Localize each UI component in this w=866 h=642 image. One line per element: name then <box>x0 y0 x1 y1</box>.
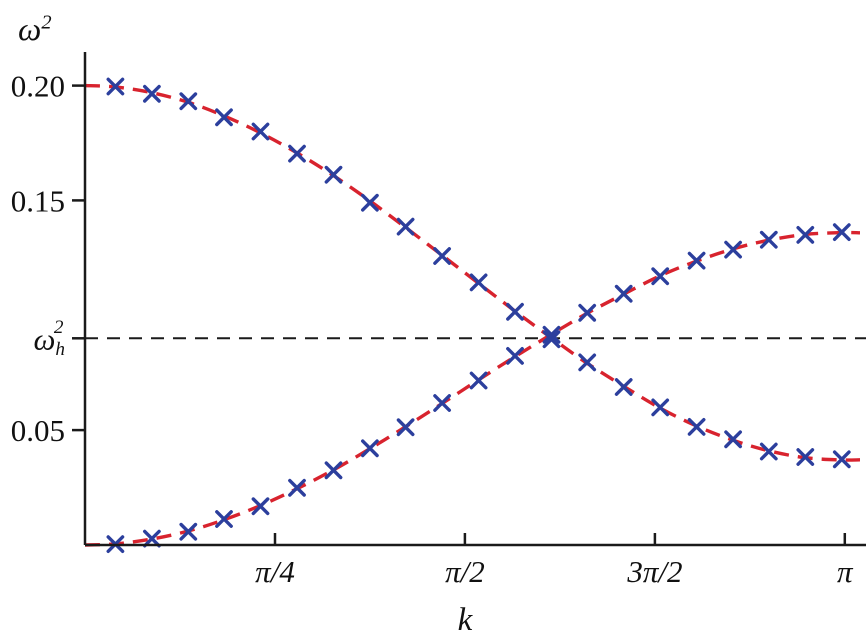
lower-branch-data-marker <box>796 226 815 244</box>
lower-branch-data-marker <box>396 418 415 437</box>
upper-branch-data-marker <box>724 430 742 449</box>
upper-branch-data-marker <box>179 92 198 111</box>
lower-branch-data-marker <box>251 497 270 516</box>
x-tick-label: π <box>837 554 854 589</box>
upper-branch-data-marker <box>361 193 379 212</box>
lower-branch-data-marker <box>143 529 161 548</box>
upper-branch-data-marker <box>651 398 670 417</box>
lower-branch-data-marker <box>724 240 742 259</box>
upper-branch-data-marker <box>469 273 488 292</box>
x-tick-label: 3π/2 <box>626 554 682 589</box>
lower-branch-data-marker <box>288 478 306 497</box>
y-tick-label: 0.20 <box>11 69 65 104</box>
upper-branch-data-marker <box>542 330 561 349</box>
upper-branch-data-marker <box>796 448 815 466</box>
x-tick-label: π/2 <box>445 554 485 589</box>
upper-branch-data-marker <box>106 77 125 96</box>
lower-branch-data-marker <box>324 461 343 480</box>
upper-branch-data-marker <box>506 302 524 321</box>
lower-branch-data-marker <box>759 230 778 249</box>
upper-branch-data-marker <box>832 450 851 469</box>
lower-branch-data-marker <box>542 325 561 344</box>
y-axis-title: ω2 <box>18 12 52 48</box>
upper-branch-data-marker <box>143 84 161 103</box>
upper-branch-data-marker <box>324 165 343 184</box>
upper-branch-data-marker <box>396 217 415 236</box>
upper-branch-data-marker <box>251 122 270 141</box>
lower-branch-data-marker <box>832 223 851 241</box>
lower-branch-data-marker <box>179 522 198 541</box>
x-axis-title: k <box>458 602 474 638</box>
lower-branch-data-marker <box>506 347 524 365</box>
upper-branch-data-marker <box>215 108 233 127</box>
y-tick-label: ωh2 <box>34 317 66 360</box>
upper-branch-theory-curve <box>84 83 861 462</box>
lower-branch-data-marker <box>687 251 706 270</box>
lower-branch-data-marker <box>614 284 633 303</box>
upper-branch-data-marker <box>614 378 633 396</box>
upper-branch-data-marker <box>578 353 597 372</box>
upper-branch-data-marker <box>433 247 451 265</box>
lower-branch-data-marker <box>433 394 451 412</box>
y-tick-label: 0.15 <box>11 183 65 218</box>
x-tick-label: π/4 <box>255 554 295 589</box>
upper-branch-data-marker <box>687 418 706 436</box>
lower-branch-data-marker <box>361 439 379 458</box>
lower-branch-data-marker <box>215 510 233 528</box>
upper-branch-data-marker <box>288 144 306 163</box>
lower-branch-data-marker <box>469 371 488 390</box>
upper-branch-data-marker <box>759 442 778 461</box>
y-tick-label: 0.05 <box>11 413 65 448</box>
lower-branch-data-marker <box>651 267 670 286</box>
lower-branch-data-marker <box>578 303 597 322</box>
